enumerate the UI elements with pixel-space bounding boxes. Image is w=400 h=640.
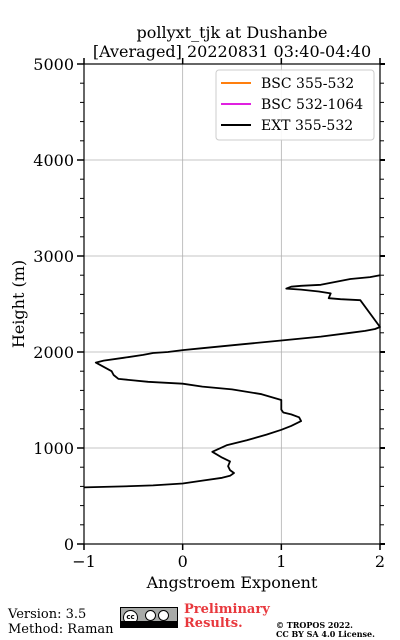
- cc-logo-bar: [121, 621, 177, 627]
- y-tick-label: 1000: [33, 439, 74, 458]
- legend-label: BSC 355-532: [261, 76, 354, 92]
- x-tick-label: 2: [375, 552, 385, 571]
- y-tick-label: 2000: [33, 343, 74, 362]
- plot-area: [84, 64, 380, 544]
- by-icon: [145, 610, 156, 621]
- method-text: Method: Raman: [8, 622, 114, 637]
- chart-title: pollyxt_tjk at Dushanbe: [136, 23, 327, 42]
- series-line-ext-355-532: [83, 274, 381, 489]
- grid: [84, 64, 380, 544]
- sa-icon: [158, 610, 169, 621]
- x-tick-label: 0: [178, 552, 188, 571]
- x-tick-label: −1: [72, 552, 96, 571]
- version-text: Version: 3.5: [8, 607, 87, 622]
- copyright-text: © TROPOS 2022. CC BY SA 4.0 License.: [276, 620, 375, 639]
- series-lines: [83, 274, 381, 489]
- x-tick-label: 1: [276, 552, 286, 571]
- cc-license-logo: cc: [120, 607, 178, 628]
- y-tick-label: 3000: [33, 247, 74, 266]
- chart-subtitle: [Averaged] 20220831 03:40-04:40: [93, 42, 371, 61]
- plot-frame: [83, 63, 381, 545]
- x-axis-label: Angstroem Exponent: [146, 573, 318, 592]
- legend-label: EXT 355-532: [261, 118, 353, 134]
- y-tick-label: 5000: [33, 55, 74, 74]
- preliminary-results-text: Preliminary Results.: [184, 602, 270, 631]
- y-tick-label: 4000: [33, 151, 74, 170]
- legend-box: [215, 69, 375, 141]
- legend: BSC 355-532 BSC 532-1064 EXT 355-532: [215, 69, 375, 141]
- y-tick-label: 0: [64, 535, 74, 554]
- legend-label: BSC 532-1064: [261, 97, 363, 113]
- y-axis-label: Height (m): [9, 260, 28, 348]
